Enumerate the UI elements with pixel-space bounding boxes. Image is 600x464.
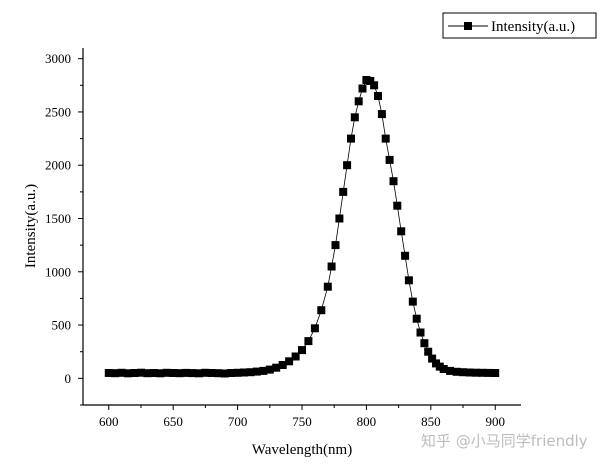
y-tick-label: 500 — [52, 318, 72, 333]
data-point — [272, 363, 281, 372]
x-tick-label: 750 — [292, 414, 312, 429]
data-point — [227, 369, 236, 377]
data-point — [491, 369, 500, 377]
data-point — [207, 369, 216, 377]
series-markers — [104, 76, 500, 378]
data-point — [420, 339, 429, 348]
data-point — [252, 367, 261, 376]
data-point — [317, 306, 326, 315]
legend-marker — [464, 22, 472, 30]
data-point — [478, 368, 487, 377]
data-point — [162, 368, 171, 377]
data-point — [291, 352, 300, 361]
data-point — [350, 113, 359, 122]
data-point — [428, 354, 437, 363]
data-point — [381, 134, 390, 143]
data-point — [182, 368, 191, 377]
y-tick-label: 2500 — [45, 104, 71, 119]
data-point — [285, 357, 294, 366]
data-point — [149, 369, 158, 377]
data-point — [323, 282, 332, 291]
data-point — [374, 92, 382, 100]
y-tick-label: 1000 — [45, 264, 71, 279]
data-point — [424, 347, 433, 356]
data-point — [335, 214, 344, 223]
x-tick-label: 850 — [421, 414, 441, 429]
data-point — [446, 366, 455, 375]
data-point — [459, 368, 467, 377]
data-point — [416, 328, 425, 337]
data-point — [412, 314, 421, 323]
data-point — [188, 369, 197, 378]
data-point — [265, 365, 274, 374]
data-point — [143, 369, 152, 378]
data-point — [343, 161, 352, 170]
x-tick-label: 700 — [228, 414, 248, 429]
data-point — [484, 368, 493, 377]
data-point — [124, 369, 133, 378]
data-point — [156, 369, 165, 378]
data-point — [366, 77, 375, 85]
data-point — [278, 361, 287, 369]
data-point — [339, 187, 348, 196]
data-point — [389, 177, 398, 186]
data-point — [377, 110, 386, 119]
data-point — [439, 365, 448, 373]
data-point — [331, 241, 340, 250]
data-point — [220, 369, 229, 378]
axis-ticks: 600 650 700 750 800 850 900 0 500 1000 1500 2000 250… — [45, 51, 505, 429]
y-tick-label: 1500 — [45, 211, 71, 226]
data-point — [408, 297, 417, 306]
data-point — [404, 276, 413, 285]
data-point — [130, 369, 139, 377]
data-point — [214, 369, 223, 378]
data-point — [137, 368, 145, 377]
watermark: 知乎 @小马同学friendly — [421, 432, 588, 450]
x-axis-label: Wavelength(nm) — [252, 442, 352, 458]
legend: Intensity(a.u.) — [442, 12, 597, 39]
x-tick-label: 800 — [357, 414, 377, 429]
data-point — [452, 367, 461, 376]
y-tick-label: 0 — [65, 371, 72, 386]
series-line — [108, 79, 496, 374]
y-axis-label: Intensity(a.u.) — [23, 184, 39, 268]
legend-label: Intensity(a.u.) — [491, 19, 575, 35]
data-point — [393, 201, 402, 210]
data-point — [327, 262, 336, 271]
y-tick-label: 2000 — [45, 158, 71, 173]
data-point — [169, 369, 178, 377]
data-point — [201, 368, 210, 377]
x-tick-label: 900 — [485, 414, 505, 429]
data-point — [471, 368, 480, 377]
data-point — [298, 346, 306, 355]
data-point — [401, 251, 410, 260]
data-point — [354, 97, 363, 106]
x-tick-label: 600 — [99, 414, 119, 429]
data-point — [310, 324, 319, 333]
data-point — [111, 369, 120, 378]
data-point — [104, 369, 113, 377]
data-point — [347, 134, 355, 143]
data-point — [117, 368, 126, 377]
y-tick-label: 3000 — [45, 51, 71, 66]
data-point — [385, 155, 394, 164]
data-point — [259, 366, 268, 375]
data-point — [358, 84, 367, 93]
data-point — [304, 337, 313, 346]
x-tick-label: 650 — [163, 414, 183, 429]
data-point — [465, 368, 474, 377]
data-point — [194, 369, 203, 378]
data-point — [397, 227, 406, 236]
data-point — [370, 81, 379, 90]
data-point — [240, 368, 248, 377]
data-point — [175, 369, 184, 378]
data-point — [246, 368, 255, 377]
data-point — [233, 368, 242, 377]
